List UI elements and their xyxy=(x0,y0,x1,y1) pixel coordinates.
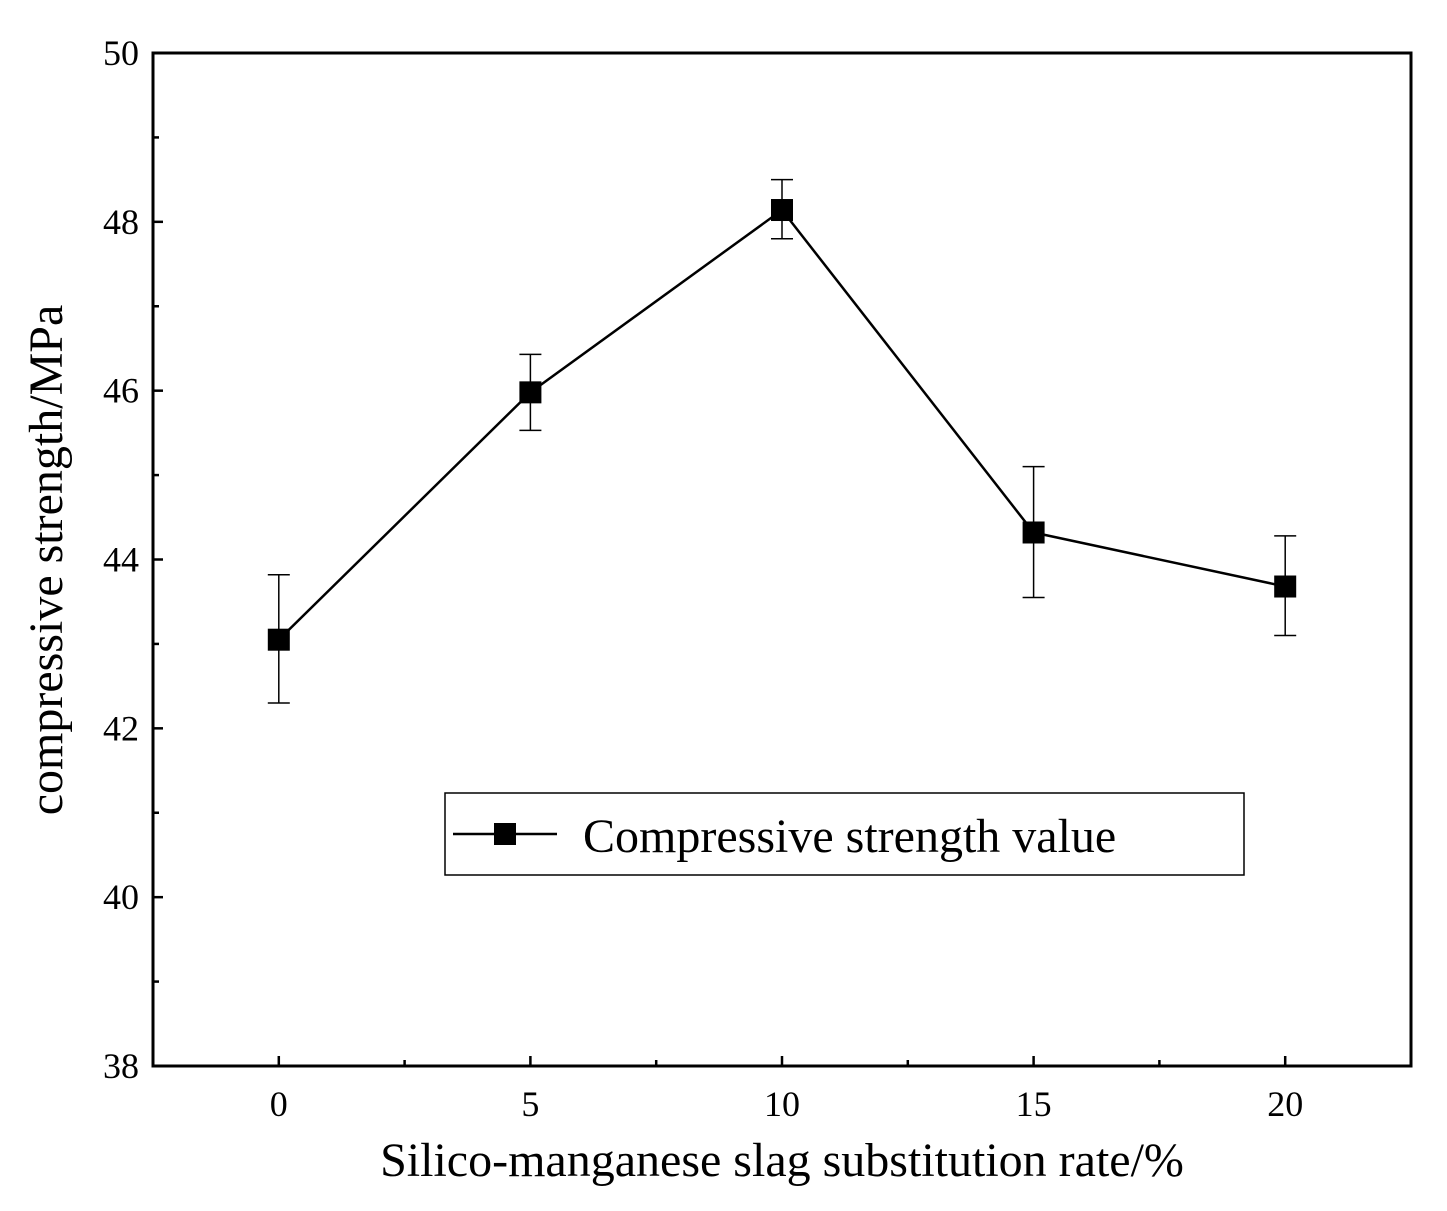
y-tick-label: 40 xyxy=(103,877,139,917)
data-markers xyxy=(267,199,1297,651)
series-line-segment xyxy=(277,391,532,641)
axis-ticks xyxy=(151,51,1413,1068)
series-line-segment xyxy=(1033,531,1286,588)
legend-box xyxy=(444,792,1245,876)
x-axis-title: Silico-manganese slag substitution rate/… xyxy=(380,1134,1184,1187)
data-point-marker xyxy=(1022,521,1045,544)
series-line-segment xyxy=(529,209,783,394)
legend-label: Compressive strength value xyxy=(583,810,1116,863)
legend: Compressive strength value xyxy=(444,792,1245,876)
x-tick-label: 20 xyxy=(1267,1084,1303,1124)
x-tick-label: 5 xyxy=(521,1084,539,1124)
y-tick-label: 50 xyxy=(103,33,139,73)
data-point-marker xyxy=(519,381,542,404)
y-tick-label: 38 xyxy=(103,1046,139,1086)
y-tick-label: 44 xyxy=(103,540,139,580)
y-tick-label: 46 xyxy=(103,371,139,411)
series-lines xyxy=(277,209,1286,641)
y-tick-label: 48 xyxy=(103,202,139,242)
x-tick-label: 10 xyxy=(764,1084,800,1124)
x-tick-label: 0 xyxy=(270,1084,288,1124)
y-axis-title: compressive strength/MPa xyxy=(20,305,73,816)
x-tick-label: 15 xyxy=(1016,1084,1052,1124)
error-bars xyxy=(267,178,1297,704)
data-point-marker xyxy=(1274,575,1297,598)
series-line-segment xyxy=(781,209,1035,534)
y-tick-label: 42 xyxy=(103,708,139,748)
legend-marker-sample xyxy=(494,823,516,845)
tick-labels: 38 40 42 44 46 48 50 0 5 10 15 20 xyxy=(103,33,1303,1124)
data-point-marker xyxy=(771,199,793,222)
data-point-marker xyxy=(267,628,290,651)
